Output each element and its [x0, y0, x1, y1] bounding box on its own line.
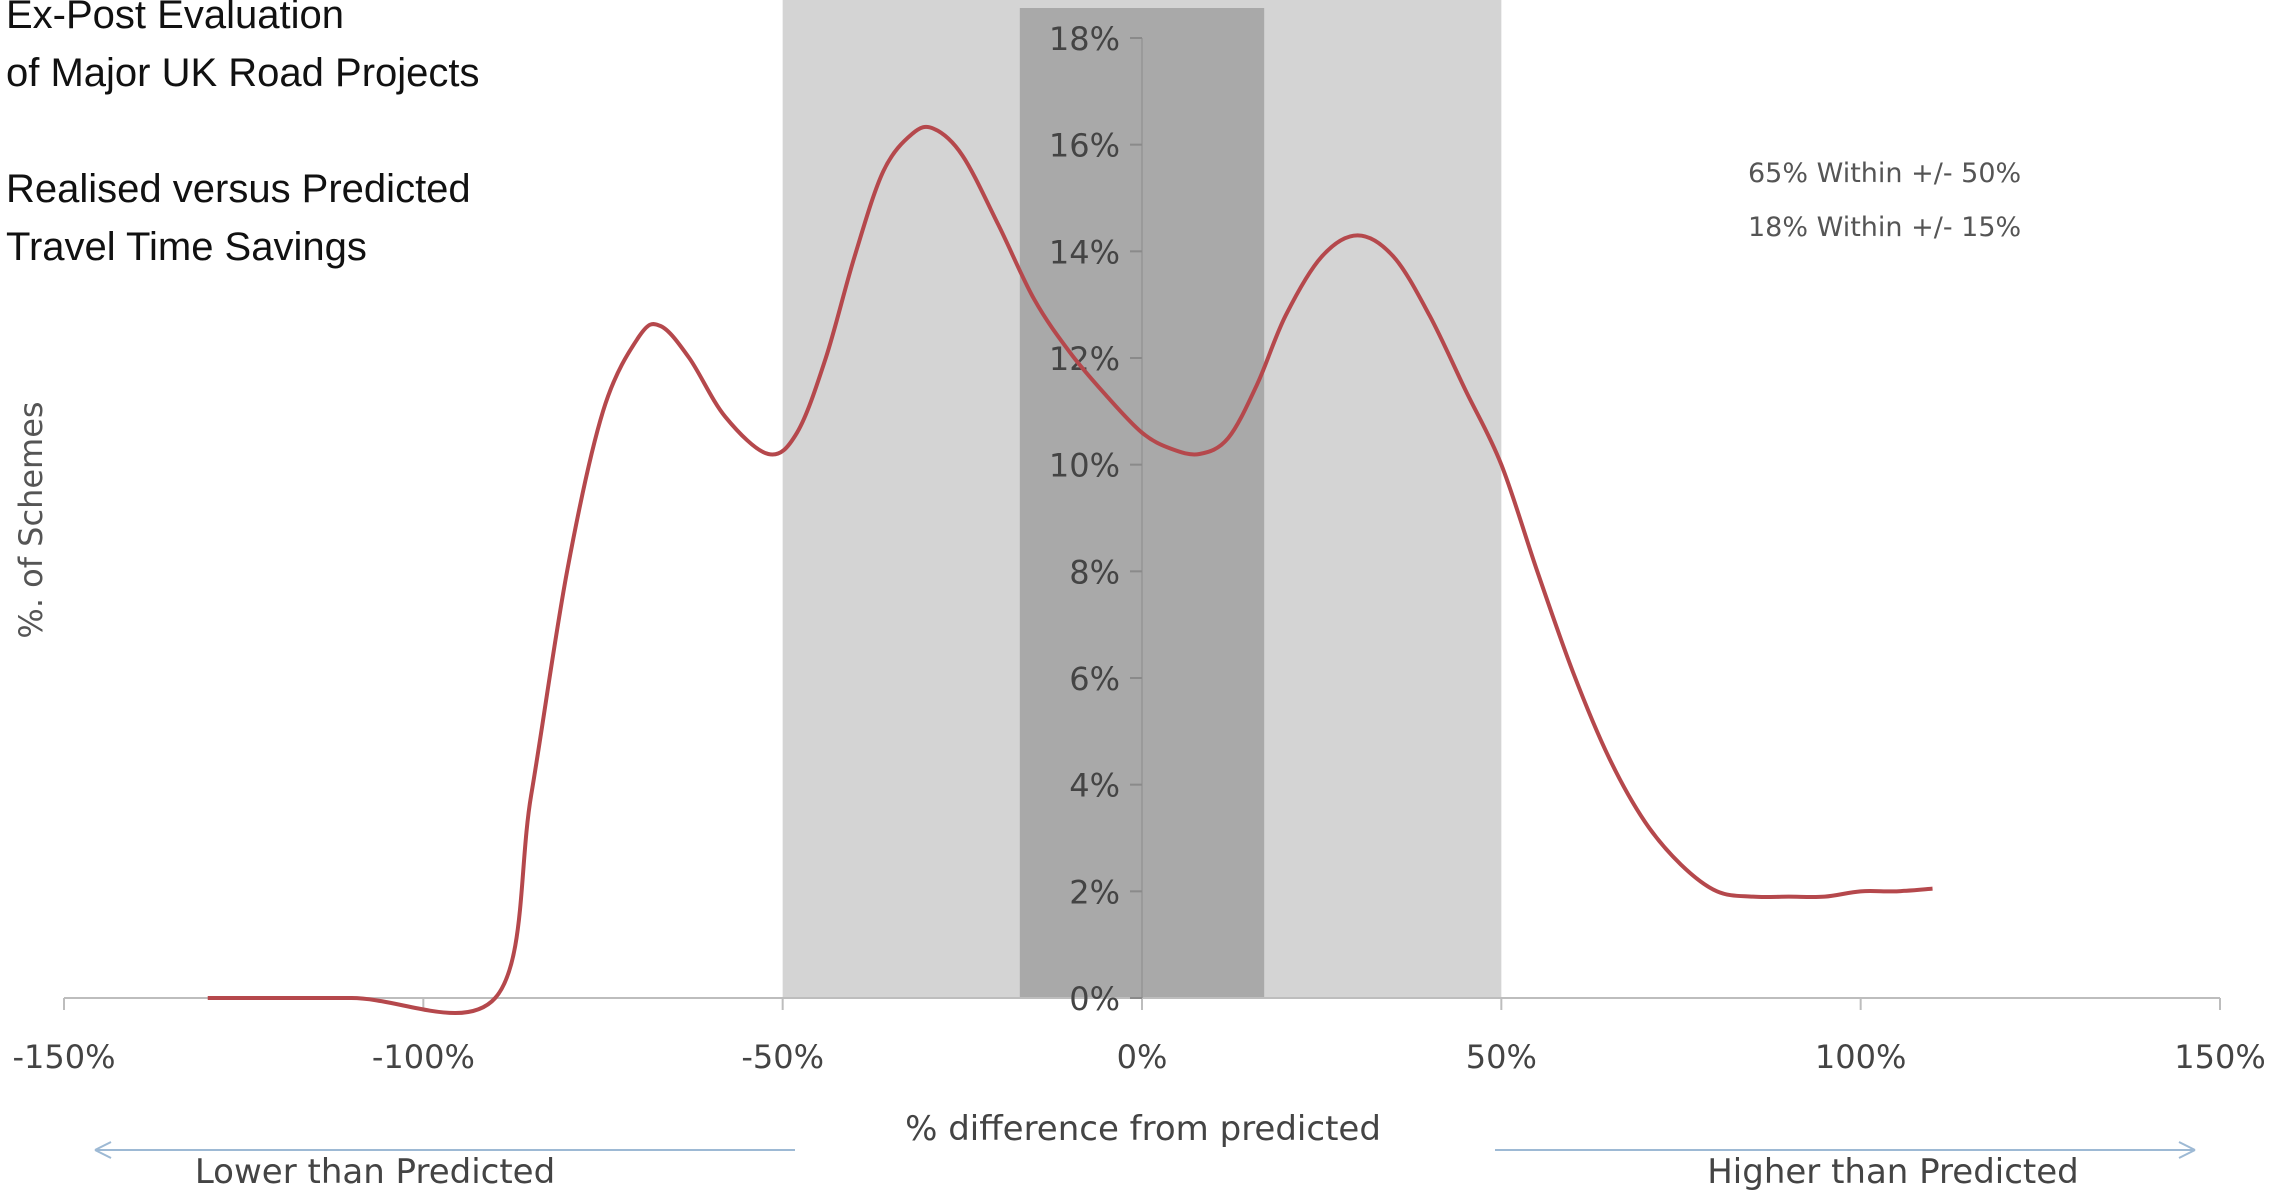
x-tick-label: -150% [12, 1038, 115, 1076]
y-tick-label: 14% [1049, 233, 1120, 271]
x-tick-label: 50% [1466, 1038, 1537, 1076]
annotation-within-15: 18% Within +/- 15% [1748, 212, 2022, 243]
title-block: Ex-Post Evaluation of Major UK Road Proj… [6, 0, 480, 276]
subtitle-line-2: Travel Time Savings [6, 225, 367, 269]
y-tick-label: 10% [1049, 447, 1120, 485]
x-tick-label: 100% [1815, 1038, 1906, 1076]
x-tick-label: -50% [741, 1038, 824, 1076]
y-tick-label: 8% [1069, 553, 1120, 591]
y-tick-label: 0% [1069, 980, 1120, 1018]
annotation-within-50: 65% Within +/- 50% [1748, 158, 2022, 189]
y-tick-label: 4% [1069, 767, 1120, 805]
x-tick-label: 0% [1117, 1038, 1168, 1076]
title-line-1: Ex-Post Evaluation [6, 0, 344, 37]
series-line-0 [207, 124, 1933, 1015]
y-tick-label: 18% [1049, 20, 1120, 58]
y-axis-title: %. of Schemes [12, 401, 50, 638]
x-tick-label: -100% [372, 1038, 475, 1076]
subtitle-line-1: Realised versus Predicted [6, 167, 471, 211]
y-tick-label: 2% [1069, 873, 1120, 911]
y-tick-label: 6% [1069, 660, 1120, 698]
y-tick-label: 16% [1049, 127, 1120, 165]
higher-than-predicted-label: Higher than Predicted [1707, 1152, 2079, 1191]
x-axis-title: % difference from predicted [905, 1109, 1381, 1149]
left-arrow-head [94, 1141, 112, 1159]
title-line-2: of Major UK Road Projects [6, 51, 480, 95]
x-tick-label: 150% [2174, 1038, 2265, 1076]
lower-than-predicted-label: Lower than Predicted [195, 1152, 555, 1191]
right-arrow-head [2178, 1141, 2196, 1159]
